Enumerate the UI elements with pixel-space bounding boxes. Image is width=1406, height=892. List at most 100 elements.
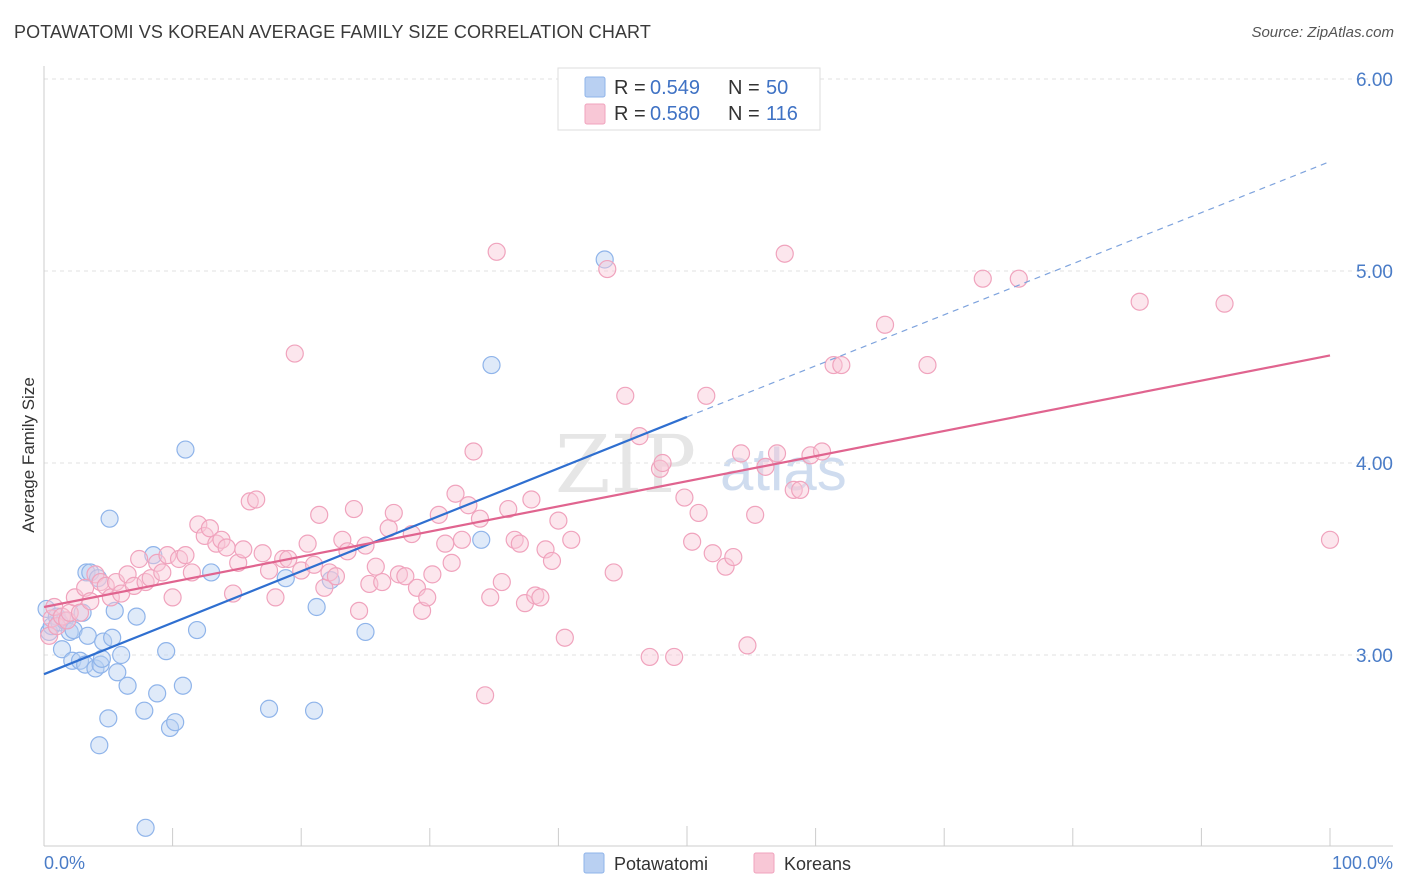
- legend-r-label-1: R =: [614, 77, 646, 99]
- korean-point: [738, 636, 757, 655]
- korean-point: [436, 534, 455, 553]
- korean-point: [675, 488, 694, 507]
- data-points: [37, 242, 1340, 837]
- korean-point: [423, 565, 442, 584]
- potawatomi-trend-line: [43, 415, 688, 676]
- korean-point: [604, 563, 623, 582]
- korean-point: [389, 565, 409, 584]
- korean-point: [384, 503, 403, 523]
- legend-r-value-2: 0.580: [650, 103, 700, 125]
- potawatomi-point: [482, 355, 501, 375]
- potawatomi-point: [91, 655, 110, 674]
- korean-point: [724, 547, 743, 567]
- korean-point: [217, 538, 236, 557]
- korean-point: [746, 505, 765, 524]
- korean-point: [442, 553, 461, 572]
- korean-point: [163, 588, 182, 607]
- potawatomi-point: [135, 701, 154, 720]
- potawatomi-trend-extension: [686, 161, 1331, 418]
- bottom-legend-swatch-potawatomi: [583, 852, 605, 874]
- korean-point: [784, 480, 803, 499]
- korean-point: [446, 484, 465, 503]
- x-tick-label-min: 0.0%: [44, 853, 85, 873]
- korean-point: [285, 344, 304, 363]
- potawatomi-point: [99, 709, 118, 728]
- korean-point: [470, 509, 490, 528]
- chart-source: Source: ZipAtlas.com: [1251, 24, 1394, 41]
- korean-point: [549, 511, 568, 530]
- korean-point: [475, 686, 495, 705]
- korean-point: [298, 534, 317, 553]
- korean-point: [481, 588, 500, 607]
- korean-point: [200, 519, 219, 538]
- potawatomi-point: [112, 645, 131, 665]
- y-axis-label: Average Family Size: [19, 377, 38, 533]
- potawatomi-point: [356, 622, 375, 642]
- potawatomi-point: [187, 620, 207, 640]
- y-tick-label: 5.00: [1356, 262, 1393, 283]
- korean-point: [653, 453, 672, 473]
- korean-point: [832, 355, 851, 375]
- potawatomi-point: [100, 509, 119, 528]
- potawatomi-point: [304, 701, 324, 720]
- korean-point: [665, 647, 684, 667]
- korean-point: [40, 626, 59, 645]
- korean-point: [531, 588, 550, 607]
- korean-point: [464, 442, 483, 461]
- korean-point: [344, 499, 364, 519]
- korean-point: [522, 490, 541, 509]
- potawatomi-point: [77, 563, 96, 582]
- korean-point: [253, 544, 272, 563]
- potawatomi-point: [136, 818, 155, 837]
- korean-point: [1320, 530, 1340, 549]
- korean-point: [510, 534, 529, 553]
- legend-swatch-potawatomi: [584, 76, 606, 98]
- korean-point: [824, 355, 843, 375]
- potawatomi-point: [127, 607, 146, 626]
- legend-swatch-koreans: [584, 103, 606, 125]
- korean-point: [70, 603, 90, 622]
- korean-point: [775, 244, 794, 263]
- korean-point: [234, 540, 253, 559]
- korean-point: [148, 553, 167, 572]
- korean-point: [130, 549, 149, 569]
- x-tick-label-max: 100.0%: [1332, 853, 1393, 873]
- korean-point: [487, 242, 506, 261]
- korean-point: [326, 567, 346, 586]
- korean-point: [176, 546, 195, 565]
- potawatomi-point: [472, 530, 491, 549]
- axes: 3.00 4.00 5.00 6.00: [43, 66, 1393, 847]
- korean-point: [703, 544, 722, 563]
- legend-n-label-1: N =: [728, 77, 760, 99]
- korean-point: [640, 647, 659, 667]
- korean-point: [158, 546, 177, 565]
- y-tick-label: 4.00: [1356, 454, 1393, 475]
- korean-point: [418, 588, 437, 607]
- legend-n-label-2: N =: [728, 103, 760, 125]
- korean-point: [153, 563, 172, 582]
- korean-point: [616, 386, 635, 405]
- korean-point: [536, 540, 555, 559]
- korean-point: [247, 490, 266, 509]
- legend-r-value-1: 0.549: [650, 77, 700, 99]
- korean-point: [689, 503, 708, 523]
- korean-point: [396, 567, 415, 586]
- korean-point: [373, 572, 392, 592]
- trend-lines: [43, 161, 1331, 676]
- korean-point: [189, 515, 208, 534]
- y-tick-label: 3.00: [1356, 646, 1393, 667]
- korean-point: [973, 269, 992, 288]
- potawatomi-point: [105, 601, 124, 620]
- korean-trend-line: [43, 354, 1331, 609]
- korean-point: [47, 617, 66, 636]
- korean-point: [492, 572, 511, 592]
- korean-point: [598, 259, 617, 279]
- korean-point: [791, 480, 810, 499]
- korean-point: [542, 551, 562, 571]
- legend-n-value-1: 50: [766, 77, 788, 99]
- korean-point: [310, 505, 329, 524]
- korean-point: [731, 444, 751, 463]
- chart-title: POTAWATOMI VS KOREAN AVERAGE FAMILY SIZE…: [14, 22, 651, 42]
- potawatomi-point: [166, 713, 185, 732]
- korean-point: [562, 530, 581, 549]
